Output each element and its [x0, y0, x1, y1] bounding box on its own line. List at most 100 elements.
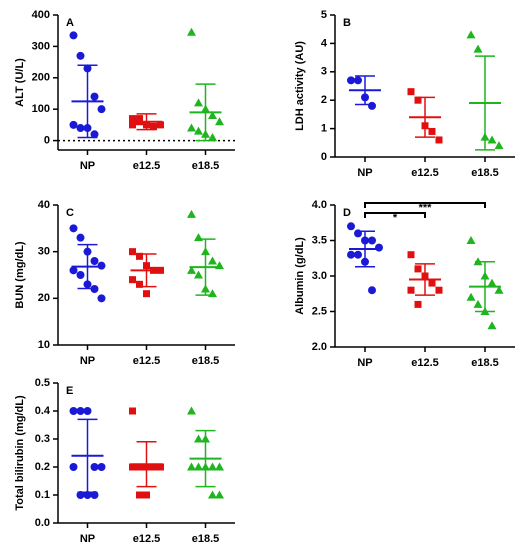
panel-label: C — [66, 207, 74, 219]
y-tick-label: 40 — [38, 199, 50, 211]
data-point — [83, 407, 92, 415]
x-tick-label: e12.5 — [133, 160, 161, 172]
y-tick-label: 300 — [32, 40, 50, 52]
data-point — [473, 299, 483, 308]
y-tick-label: 2.5 — [312, 305, 327, 317]
x-tick-label: e12.5 — [411, 167, 439, 179]
x-tick-label: NP — [357, 357, 372, 369]
data-point — [76, 407, 85, 415]
data-point — [90, 92, 99, 101]
data-point — [76, 233, 85, 242]
data-point — [90, 130, 99, 139]
panel-label: D — [343, 207, 351, 219]
data-point — [76, 491, 85, 499]
data-point — [473, 44, 483, 53]
data-point — [208, 132, 217, 141]
panel-label: B — [343, 17, 351, 29]
data-point — [368, 101, 376, 110]
data-point — [129, 276, 136, 284]
y-tick-label: 0.5 — [35, 377, 50, 389]
x-tick-label: e18.5 — [192, 533, 220, 545]
panel: A ALT (U/L) 0 100 200 300 400 NP e12.5 e18.5 — [14, 9, 235, 172]
y-tick-label: 400 — [32, 9, 50, 21]
data-point — [150, 463, 157, 471]
y-tick-label: 0.0 — [35, 517, 50, 529]
x-tick-label: e18.5 — [192, 160, 220, 172]
y-axis-label: LDH activity (AU) — [294, 41, 306, 131]
data-point — [347, 76, 355, 85]
data-point — [136, 463, 143, 471]
data-point — [487, 321, 497, 330]
x-tick-label: NP — [80, 355, 95, 367]
x-tick-label: e12.5 — [411, 357, 439, 369]
y-tick-label: 1 — [321, 123, 327, 135]
data-point — [407, 88, 415, 96]
y-tick-label: 2 — [321, 94, 327, 106]
data-point — [76, 271, 85, 279]
y-tick-label: 0.2 — [35, 461, 50, 473]
data-point — [487, 278, 497, 287]
data-point — [136, 280, 143, 288]
data-point — [435, 136, 443, 144]
data-point — [69, 407, 78, 415]
data-point — [354, 250, 362, 259]
significance-bracket — [364, 202, 486, 208]
data-point — [407, 286, 415, 294]
data-point — [194, 434, 203, 443]
x-tick-label: e18.5 — [192, 355, 220, 367]
y-axis-label: ALT (U/L) — [14, 58, 26, 107]
data-point — [129, 463, 136, 471]
data-point — [208, 462, 217, 471]
y-tick-label: 3.0 — [312, 270, 327, 282]
data-point — [157, 463, 164, 471]
y-tick-label: 3 — [321, 66, 327, 78]
data-point — [466, 30, 476, 39]
data-point — [187, 406, 196, 415]
significance-bracket — [364, 212, 426, 218]
data-point — [466, 236, 476, 244]
data-point — [150, 122, 157, 130]
y-tick-label: 3.5 — [312, 234, 327, 246]
data-point — [414, 96, 422, 104]
data-point — [208, 256, 217, 265]
y-axis-label: Albumin (g/dL) — [294, 237, 306, 315]
panel-label: E — [66, 385, 73, 397]
data-point — [194, 126, 203, 135]
data-point — [494, 141, 504, 150]
y-axis-label: BUN (mg/dL) — [14, 241, 26, 309]
data-point — [69, 31, 78, 40]
y-tick-label: 4.0 — [312, 199, 327, 211]
data-point — [428, 279, 436, 287]
data-point — [97, 105, 106, 114]
data-point — [487, 135, 497, 144]
data-point — [136, 491, 143, 499]
significance-label: *** — [419, 202, 433, 214]
y-tick-label: 0.4 — [35, 405, 51, 417]
data-point — [215, 490, 224, 499]
y-tick-label: 100 — [32, 103, 50, 115]
data-point — [90, 257, 99, 265]
data-point — [143, 491, 150, 499]
data-point — [407, 251, 415, 259]
data-point — [187, 462, 196, 471]
data-point — [97, 463, 106, 471]
data-point — [375, 243, 383, 252]
data-point — [347, 250, 355, 259]
data-point — [129, 121, 136, 129]
panel: C BUN (mg/dL) 10 20 30 40 NP e12.5 e18.5 — [14, 199, 235, 367]
y-tick-label: 5 — [321, 9, 327, 21]
data-point — [466, 292, 476, 301]
data-point — [69, 120, 78, 129]
panel-label: A — [66, 17, 74, 29]
y-tick-label: 4 — [321, 37, 328, 49]
data-point — [354, 76, 362, 85]
y-tick-label: 2.0 — [312, 341, 327, 353]
y-axis-label: Total bilirubin (mg/dL) — [14, 395, 26, 511]
data-point — [76, 51, 85, 60]
x-tick-label: e18.5 — [471, 167, 499, 179]
data-point — [215, 117, 224, 126]
x-tick-label: e12.5 — [133, 355, 161, 367]
data-point — [414, 265, 422, 273]
significance-label: * — [393, 212, 398, 224]
data-point — [194, 462, 203, 471]
